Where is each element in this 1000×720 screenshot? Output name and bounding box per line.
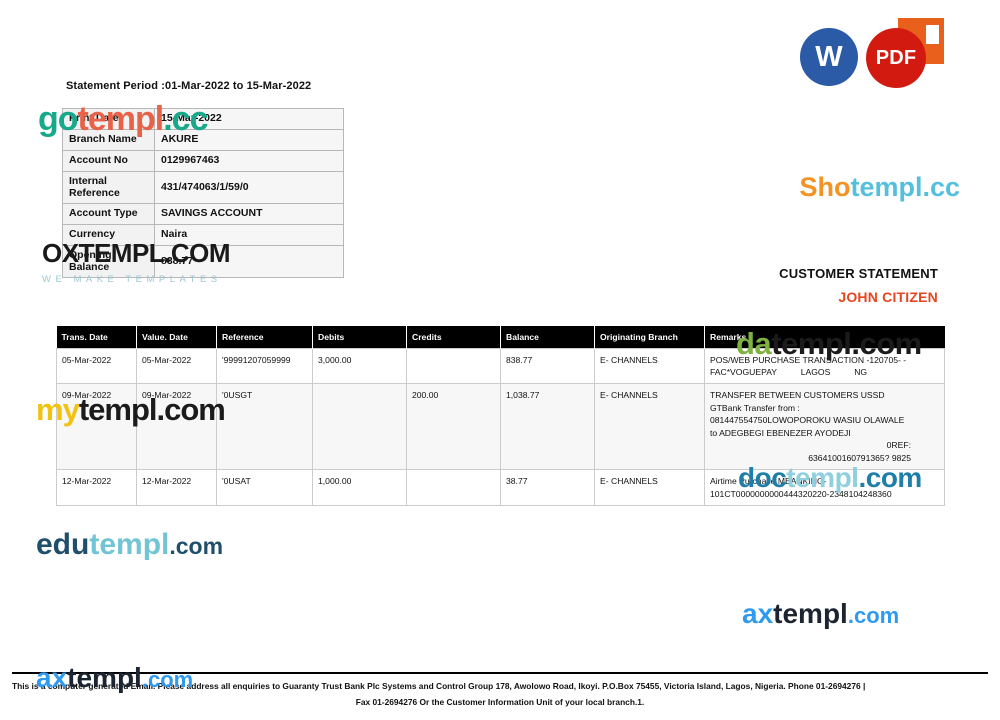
account-info-row: Currency Naira (62, 224, 344, 247)
cell-reference: '99991207059999 (216, 347, 313, 385)
table-row: 12-Mar-2022 12-Mar-2022'0USAT 1,000.00 38.7… (56, 469, 945, 507)
watermark-shotempl-a: Sho (799, 172, 851, 202)
customer-statement-heading: CUSTOMER STATEMENT JOHN CITIZEN (779, 266, 938, 305)
transactions-column-header: Trans. Date (56, 326, 137, 348)
pdf-format-badge[interactable]: PDF (866, 28, 926, 88)
cell-credits (406, 347, 501, 385)
account-info-key: Print Date (62, 108, 155, 130)
watermark-axtempl-right-b: templ (773, 598, 848, 629)
cell-originating-branch: E- CHANNELS (594, 347, 705, 385)
cell-originating-branch: E- CHANNELS (594, 469, 705, 507)
footer-line-1: This is a computer generated Email. Plea… (12, 681, 866, 691)
cell-balance: 38.77 (500, 469, 595, 507)
account-info-row: Account Type SAVINGS ACCOUNT (62, 203, 344, 226)
account-info-key: Currency (62, 224, 155, 247)
account-info-value: 0129967463 (154, 150, 344, 172)
account-info-value: AKURE (154, 129, 344, 151)
watermark-shotempl: Shotempl.cc (799, 172, 960, 203)
cell-remarks: POS/WEB PURCHASE TRANSACTION -120705- - … (704, 347, 945, 385)
watermark-edutempl: edutempl.com (36, 528, 223, 562)
account-info-key: Opening Balance (62, 245, 155, 279)
table-row: 09-Mar-2022 09-Mar-2022'0USGT 200.00 1,038.… (56, 383, 945, 471)
account-info-table: Print Date 15-Mar-2022 Branch Name AKURE Acc… (62, 108, 344, 279)
cell-debits: 3,000.00 (312, 347, 407, 385)
account-info-value: 431/474063/1/59/0 (154, 170, 344, 205)
account-info-row: Account No 0129967463 (62, 150, 344, 172)
transactions-body: 05-Mar-2022 05-Mar-2022'99991207059999 3,0… (56, 347, 945, 507)
watermark-axtempl-right-a: ax (742, 598, 774, 629)
transactions-table: Trans. Date Value. Date Reference Debits Cre… (56, 326, 945, 507)
cell-debits (312, 383, 407, 471)
remarks-text: TRANSFER BETWEEN CUSTOMERS USSD GTBank T… (710, 390, 905, 438)
footer-line-2: Fax 01-2694276 Or the Customer Informati… (355, 696, 645, 707)
format-badges: W PDF (794, 10, 984, 90)
watermark-edutempl-b: templ (89, 528, 170, 561)
account-info-key: Internal Reference (62, 170, 155, 205)
cell-value-date: 09-Mar-2022 (136, 383, 217, 471)
cell-reference: '0USGT (216, 383, 313, 471)
transactions-column-header: Balance (500, 326, 595, 348)
cell-reference: '0USAT (216, 469, 313, 507)
account-info-key: Branch Name (62, 129, 155, 151)
account-info-value: SAVINGS ACCOUNT (154, 203, 344, 226)
transactions-column-header: Credits (406, 326, 501, 348)
account-info-row: Print Date 15-Mar-2022 (62, 108, 344, 130)
footer-disclaimer: This is a computer generated Email. Plea… (12, 672, 988, 711)
cell-originating-branch: E- CHANNELS (594, 383, 705, 471)
cell-balance: 1,038.77 (500, 383, 595, 471)
word-badge-label: W (815, 40, 843, 73)
cell-value-date: 12-Mar-2022 (136, 469, 217, 507)
transactions-column-header: Remarks (704, 326, 945, 348)
cell-trans-date: 09-Mar-2022 (56, 383, 137, 471)
cell-balance: 838.77 (500, 347, 595, 385)
transactions-column-header: Value. Date (136, 326, 217, 348)
cell-credits (406, 469, 501, 507)
cell-debits: 1,000.00 (312, 469, 407, 507)
watermark-edutempl-c: .com (169, 533, 224, 559)
statement-period: Statement Period :01-Mar-2022 to 15-Mar-… (66, 80, 312, 92)
cell-trans-date: 05-Mar-2022 (56, 347, 137, 385)
table-row: 05-Mar-2022 05-Mar-2022'99991207059999 3,0… (56, 347, 945, 385)
account-info-row: Opening Balance 838.77 (62, 245, 344, 279)
account-info-value: Naira (154, 224, 344, 247)
account-info-row: Internal Reference 431/474063/1/59/0 (62, 170, 344, 205)
cell-remarks: Airtime Purchase MBANKING- 101CT00000000… (704, 469, 945, 507)
remarks-text: Airtime Purchase MBANKING- 101CT00000000… (710, 476, 892, 499)
cell-value-date: 05-Mar-2022 (136, 347, 217, 385)
transactions-column-header: Debits (312, 326, 407, 348)
watermark-axtempl-right: axtempl.com (742, 598, 899, 630)
watermark-axtempl-right-c: .com (847, 603, 900, 628)
cell-credits: 200.00 (406, 383, 501, 471)
remarks-reference-text: 0REF: 6364100160791365? 9825 (808, 440, 911, 463)
watermark-edutempl-a: edu (36, 528, 90, 561)
account-info-value: 838.77 (154, 245, 344, 279)
transactions-column-header: Reference (216, 326, 313, 348)
page-title: CUSTOMER STATEMENT (779, 266, 938, 281)
pdf-badge-label: PDF (875, 46, 917, 69)
account-info-key: Account Type (62, 203, 155, 226)
customer-name: JOHN CITIZEN (838, 289, 938, 305)
watermark-shotempl-b: templ.cc (850, 172, 960, 202)
cell-trans-date: 12-Mar-2022 (56, 469, 137, 507)
account-info-row: Branch Name AKURE (62, 129, 344, 151)
word-format-badge[interactable]: W (800, 28, 858, 86)
transactions-column-header: Originating Branch (594, 326, 705, 348)
transactions-header-row: Trans. Date Value. Date Reference Debits Cre… (56, 326, 945, 348)
account-info-body: Print Date 15-Mar-2022 Branch Name AKURE Acc… (62, 108, 344, 279)
cell-remarks: TRANSFER BETWEEN CUSTOMERS USSD GTBank T… (704, 383, 945, 471)
transactions-head: Trans. Date Value. Date Reference Debits Cre… (56, 326, 945, 348)
remarks-text: POS/WEB PURCHASE TRANSACTION -120705- - … (710, 354, 907, 377)
account-info-key: Account No (62, 150, 155, 172)
account-info-value: 15-Mar-2022 (154, 108, 344, 130)
